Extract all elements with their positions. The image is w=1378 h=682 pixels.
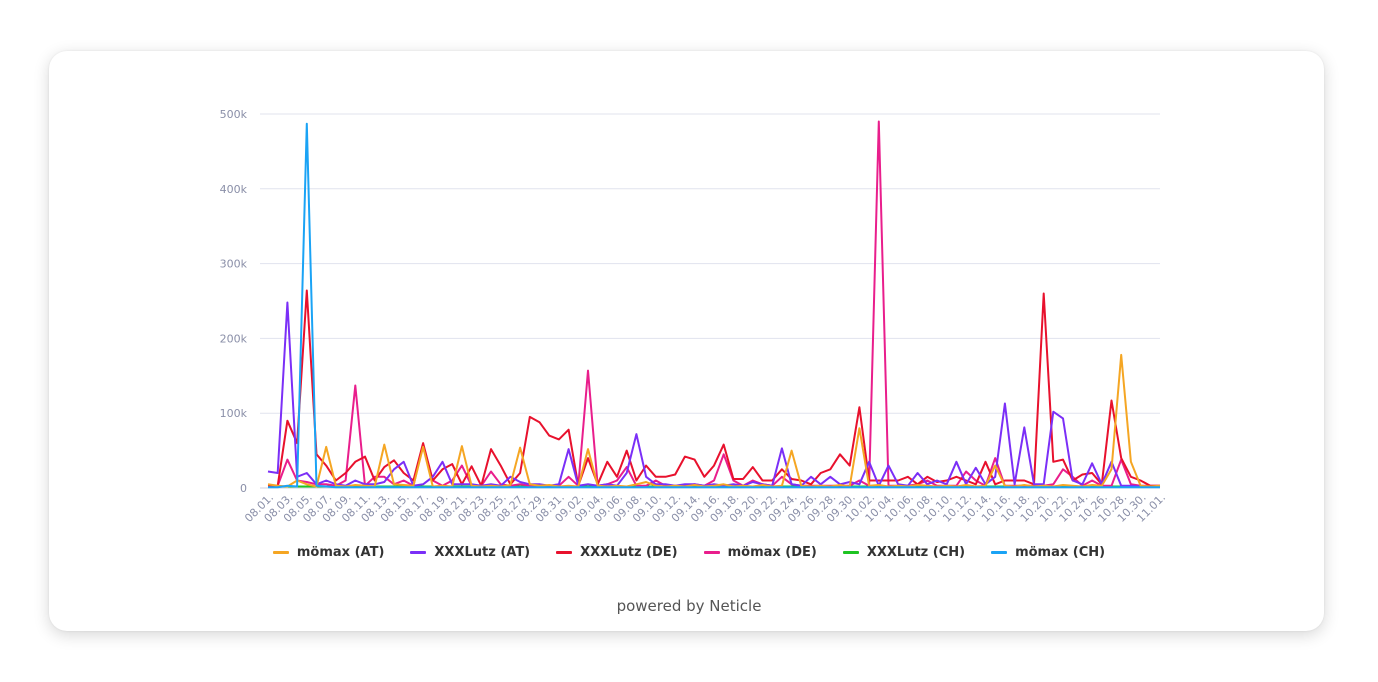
legend-label: mömax (CH) [1015, 545, 1106, 560]
legend-label: XXXLutz (CH) [866, 545, 966, 560]
legend-item[interactable]: XXXLutz (CH) [842, 545, 966, 560]
y-tick-label: 200k [220, 332, 248, 345]
legend-label: mömax (AT) [296, 545, 385, 560]
legend-item[interactable]: mömax (AT) [272, 545, 385, 560]
y-tick-label: 0 [240, 482, 247, 495]
y-tick-label: 400k [220, 183, 248, 196]
legend-item[interactable]: mömax (CH) [991, 545, 1105, 560]
legend-swatch [410, 551, 427, 554]
legend-label: XXXLutz (DE) [580, 545, 678, 560]
legend-swatch [991, 551, 1008, 554]
legend-swatch [556, 551, 573, 554]
legend-swatch [842, 551, 859, 554]
series-line-5 [268, 122, 1160, 489]
line-chart: 0 100k 200k 300k 400k 500k 08.01.08.03.08.05.… [220, 108, 1168, 525]
y-axis-ticks: 0 100k 200k 300k 400k 500k [220, 108, 248, 495]
legend-label: mömax (DE) [727, 545, 817, 560]
legend-swatch [272, 551, 289, 554]
legend-label: XXXLutz (AT) [434, 545, 531, 560]
x-axis-ticks: 08.01.08.03.08.05.08.07.08.09.08.11.08.1… [242, 491, 1168, 525]
legend-item[interactable]: mömax (DE) [703, 545, 817, 560]
y-tick-label: 300k [220, 258, 248, 271]
chart-card [49, 51, 1324, 631]
series-line-1 [267, 301, 1160, 488]
powered-by-footer: powered by Neticle [616, 597, 762, 615]
y-tick-label: 500k [220, 108, 248, 121]
series-lines [267, 120, 1161, 489]
series-line-3 [268, 120, 1160, 487]
y-tick-label: 100k [220, 407, 248, 420]
legend-item[interactable]: XXXLutz (AT) [410, 545, 530, 560]
series-line-2 [268, 289, 1160, 487]
legend: mömax (AT) XXXLutz (AT) XXXLutz (DE) mömax … [0, 545, 1378, 560]
legend-item[interactable]: XXXLutz (DE) [556, 545, 678, 560]
series-line-0 [267, 353, 1161, 488]
legend-swatch [703, 551, 720, 554]
